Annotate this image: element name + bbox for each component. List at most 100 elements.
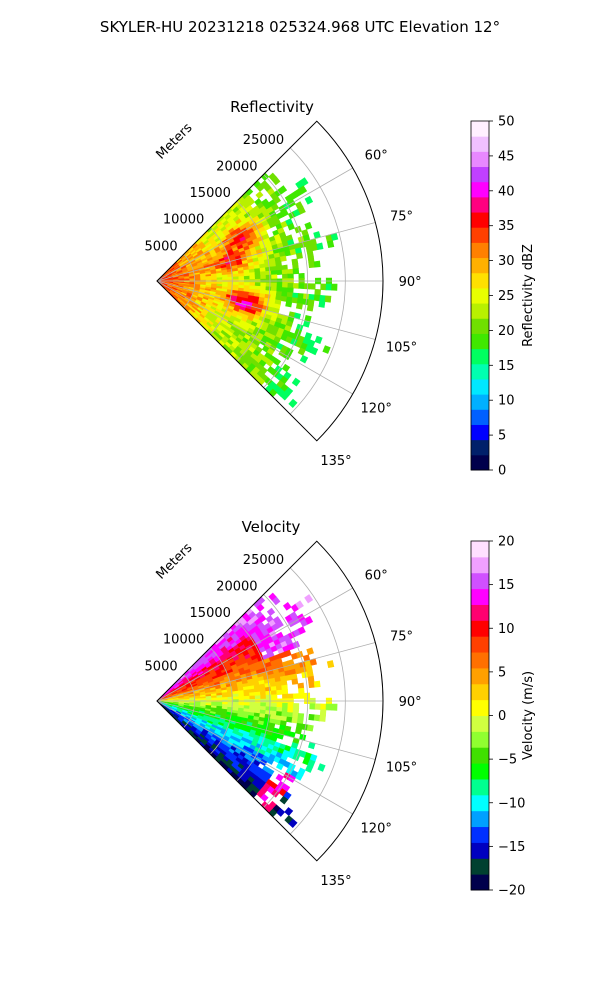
range-tick-label: 25000 [243, 553, 284, 568]
radar-cell [287, 268, 294, 275]
radar-cell [281, 264, 288, 271]
radar-cell [325, 283, 333, 291]
colorbar-segment [471, 318, 489, 334]
radar-cell [298, 687, 305, 694]
radar-cell [304, 615, 314, 625]
radar-cell [259, 271, 267, 276]
radar-cell [291, 678, 299, 685]
radar-cell [271, 694, 278, 700]
radar-cell [275, 685, 283, 691]
radar-cell [326, 660, 335, 669]
radar-cell [282, 702, 289, 709]
range-tick-label: 25000 [243, 133, 284, 148]
panel-title: Reflectivity [230, 98, 314, 116]
colorbar-segment [471, 541, 489, 558]
radar-cell [304, 221, 313, 230]
azimuth-tick-label: 105° [386, 761, 417, 776]
radar-cell [280, 295, 288, 302]
colorbar-segment [471, 378, 489, 395]
azimuth-tick-label: 135° [320, 874, 351, 889]
colorbar-segment [471, 810, 489, 828]
figure-title: SKYLER-HU 20231218 025324.968 UTC Elevat… [100, 18, 500, 36]
colorbar-segment [471, 763, 489, 780]
radar-cell [243, 695, 251, 700]
azimuth-tick-label: 60° [365, 568, 388, 583]
radar-cell [308, 261, 316, 269]
radar-cell [254, 695, 262, 700]
radar-cell [297, 206, 306, 215]
radar-cell [285, 301, 293, 308]
panel-title: Velocity [242, 518, 301, 536]
colorbar-segment [471, 731, 489, 748]
radar-panel-1: Reflectivity 5000 10000 15000 20000 25000 60° 7… [145, 98, 536, 479]
azimuth-tick-label: 90° [399, 695, 422, 710]
radar-cell [304, 195, 314, 205]
radar-cell [307, 255, 315, 263]
radar-cell [295, 252, 303, 260]
radar-cell [282, 693, 289, 700]
colorbar-segment [471, 212, 489, 228]
radar-cell [266, 757, 275, 765]
radar-cell [276, 269, 283, 276]
range-tick-label: 5000 [145, 239, 178, 254]
radar-cell [274, 719, 282, 726]
colorbar: −20 −15 −10 −5 0 5 10 15 20 Velocity (m/s) [470, 535, 536, 899]
radar-cell [265, 690, 272, 696]
colorbar-segment [471, 348, 489, 365]
colorbar-segment [471, 394, 489, 410]
radar-cell [331, 703, 338, 711]
radar-cell [211, 697, 218, 701]
range-tick-label: 20000 [216, 579, 257, 594]
colorbar-label: Velocity (m/s) [521, 671, 536, 760]
radar-cell [276, 282, 283, 288]
colorbar-segment [471, 196, 489, 213]
colorbar-tick-label: 20 [498, 535, 515, 550]
range-tick-label: 10000 [163, 633, 204, 648]
radar-cell [254, 691, 261, 697]
azimuth-tick-label: 120° [361, 402, 392, 417]
colorbar-tick-label: 40 [498, 184, 515, 199]
radar-cell [295, 302, 303, 310]
radar-cell [211, 277, 218, 281]
radar-cell [313, 260, 321, 268]
colorbar-segment [471, 842, 489, 859]
radar-cell [238, 276, 245, 280]
colorbar-segment [471, 683, 489, 701]
range-tick-label: 15000 [190, 186, 231, 201]
radar-cell [287, 702, 294, 709]
radar-cell [271, 596, 281, 606]
radar-cell [292, 263, 299, 270]
radar-cell [275, 762, 284, 771]
range-tick-label: 20000 [216, 159, 257, 174]
radar-cell [292, 707, 300, 714]
colorbar-segment [471, 363, 489, 380]
azimuth-spoke [156, 222, 376, 282]
radar-cell [288, 398, 298, 409]
radar-cell [249, 702, 256, 707]
radar-cell [325, 703, 333, 711]
radar-cell [255, 191, 264, 199]
radar-cell [318, 300, 326, 308]
radar-cell [320, 283, 327, 291]
azimuth-tick-label: 135° [320, 454, 351, 469]
radar-cell [299, 355, 309, 364]
colorbar-segment [471, 588, 489, 605]
radar-cell [309, 283, 316, 290]
radar-cell [319, 714, 326, 722]
radar-cell [271, 274, 278, 280]
radar-cell [320, 703, 327, 711]
radar-cell [259, 691, 267, 696]
radar-cell [287, 707, 294, 714]
azimuth-tick-label: 75° [390, 209, 413, 224]
colorbar-segment [471, 572, 489, 590]
azimuth-spoke [156, 280, 376, 340]
colorbar-tick-label: −5 [498, 753, 517, 768]
radar-cell [309, 703, 316, 710]
radar-cell [303, 692, 311, 699]
colorbar-segment [471, 257, 489, 274]
radar-cell [249, 282, 256, 287]
radar-panels: Reflectivity 5000 10000 15000 20000 25000 60° 7… [145, 98, 536, 899]
colorbar-tick-label: 10 [498, 394, 515, 409]
radar-cell [313, 714, 321, 722]
radial-axis-label: Meters [154, 540, 196, 582]
